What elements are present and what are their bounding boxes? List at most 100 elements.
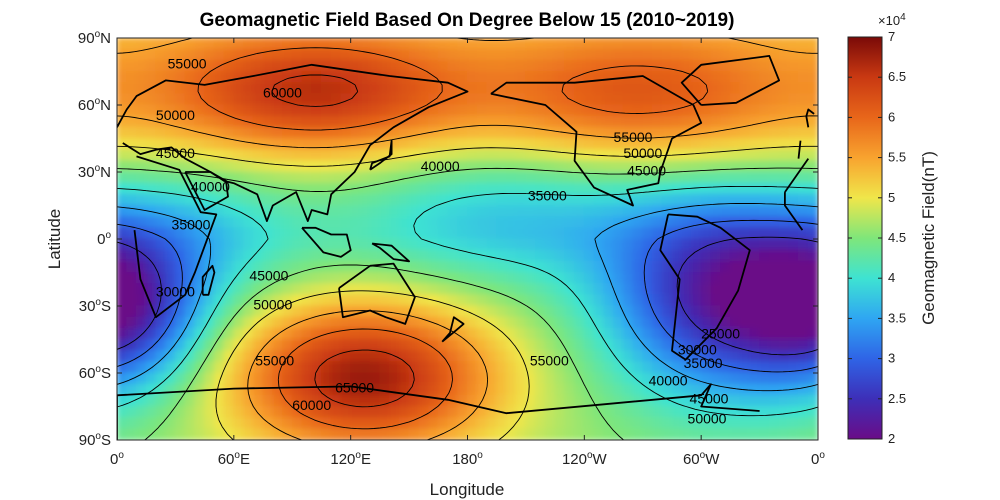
- heatmap-cell: [447, 205, 459, 218]
- heatmap-cell: [340, 71, 352, 84]
- heatmap-cell: [798, 283, 809, 296]
- heatmap-cell: [340, 171, 352, 184]
- heatmap-cell: [690, 383, 702, 396]
- heatmap-cell: [700, 316, 712, 329]
- heatmap-cell: [467, 339, 478, 352]
- heatmap-cell: [768, 149, 780, 162]
- heatmap-cell: [613, 115, 624, 128]
- heatmap-cell: [282, 294, 293, 307]
- heatmap-cell: [544, 339, 556, 352]
- heatmap-cell: [252, 339, 264, 352]
- heatmap-cell: [525, 283, 537, 296]
- heatmap-cell: [165, 138, 176, 151]
- heatmap-cell: [301, 406, 313, 419]
- heatmap-cell: [710, 350, 722, 363]
- heatmap-cell: [311, 260, 322, 273]
- heatmap-cell: [486, 93, 498, 106]
- heatmap-cell: [788, 115, 799, 128]
- coastline-indonesia: [301, 226, 352, 258]
- heatmap-cell: [184, 104, 196, 117]
- heatmap-cell: [155, 272, 167, 285]
- heatmap-cell: [272, 126, 283, 139]
- heatmap-cell: [340, 205, 352, 218]
- heatmap-cell: [554, 272, 566, 285]
- heatmap-cell: [379, 59, 391, 72]
- heatmap-cell: [204, 327, 215, 340]
- heatmap-cell: [223, 372, 235, 385]
- heatmap-cell: [213, 339, 225, 352]
- heatmap-cell: [564, 294, 576, 307]
- heatmap-cell: [350, 205, 361, 218]
- heatmap-cell: [321, 48, 332, 61]
- heatmap-cell: [583, 394, 595, 407]
- heatmap-cell: [311, 149, 322, 162]
- heatmap-cell: [632, 305, 644, 318]
- heatmap-cell: [165, 104, 176, 117]
- heatmap-cell: [350, 327, 361, 340]
- heatmap-cell: [671, 316, 683, 329]
- heatmap-cell: [428, 171, 439, 184]
- heatmap-cell: [447, 305, 459, 318]
- heatmap-cell: [544, 48, 556, 61]
- colorbar-tick-label: 7: [888, 29, 895, 44]
- heatmap-cell: [282, 350, 293, 363]
- heatmap-cell: [554, 71, 566, 84]
- heatmap-cell: [574, 193, 585, 206]
- heatmap-cell: [652, 193, 663, 206]
- colorbar-exponent-power: 4: [900, 12, 906, 23]
- heatmap-cell: [613, 138, 624, 151]
- heatmap-cell: [544, 149, 556, 162]
- heatmap-cell: [418, 160, 429, 173]
- heatmap-cell: [798, 205, 809, 218]
- heatmap-cell: [554, 316, 566, 329]
- heatmap-cell: [788, 316, 799, 329]
- heatmap-cell: [418, 38, 429, 50]
- heatmap-cell: [252, 238, 264, 251]
- heatmap-cell: [515, 160, 527, 173]
- heatmap-cell: [544, 417, 556, 430]
- heatmap-cell: [213, 305, 225, 318]
- contour-label: 55000: [530, 353, 569, 369]
- heatmap-cell: [632, 339, 644, 352]
- heatmap-cell: [184, 38, 196, 50]
- contour-label: 50000: [253, 297, 292, 313]
- heatmap-cell: [593, 394, 605, 407]
- heatmap-cell: [243, 182, 254, 195]
- heatmap-cell: [749, 305, 760, 318]
- heatmap-cell: [807, 372, 818, 385]
- heatmap-cell: [408, 216, 420, 229]
- heatmap-cell: [359, 417, 371, 430]
- heatmap-cell: [798, 59, 809, 72]
- heatmap-cell: [233, 272, 244, 285]
- heatmap-cell: [359, 260, 371, 273]
- heatmap-cell: [117, 417, 128, 430]
- heatmap-cell: [291, 171, 303, 184]
- heatmap-cell: [174, 316, 186, 329]
- heatmap-cell: [749, 48, 760, 61]
- heatmap-cell: [525, 417, 537, 430]
- y-tick-value: 60: [78, 97, 95, 114]
- heatmap-cell: [768, 406, 780, 419]
- heatmap-cell: [739, 38, 751, 50]
- heatmap-cell: [671, 38, 683, 50]
- heatmap-cell: [681, 428, 692, 440]
- heatmap-cell: [544, 227, 556, 240]
- heatmap-cell: [233, 350, 244, 363]
- heatmap-cell: [330, 417, 342, 430]
- heatmap-cell: [174, 115, 186, 128]
- heatmap-cell: [184, 406, 196, 419]
- heatmap-cell: [593, 350, 605, 363]
- heatmap-cell: [418, 82, 429, 95]
- heatmap-cell: [642, 71, 653, 84]
- heatmap-cell: [652, 361, 663, 374]
- heatmap-cell: [622, 372, 634, 385]
- heatmap-cell: [768, 417, 780, 430]
- heatmap-cell: [418, 48, 429, 61]
- heatmap-cell: [165, 428, 176, 440]
- heatmap-cell: [282, 238, 293, 251]
- heatmap-cell: [583, 283, 595, 296]
- heatmap-cell: [700, 93, 712, 106]
- heatmap-cell: [243, 93, 254, 106]
- contour-label: 50000: [156, 107, 195, 123]
- heatmap-cell: [340, 339, 352, 352]
